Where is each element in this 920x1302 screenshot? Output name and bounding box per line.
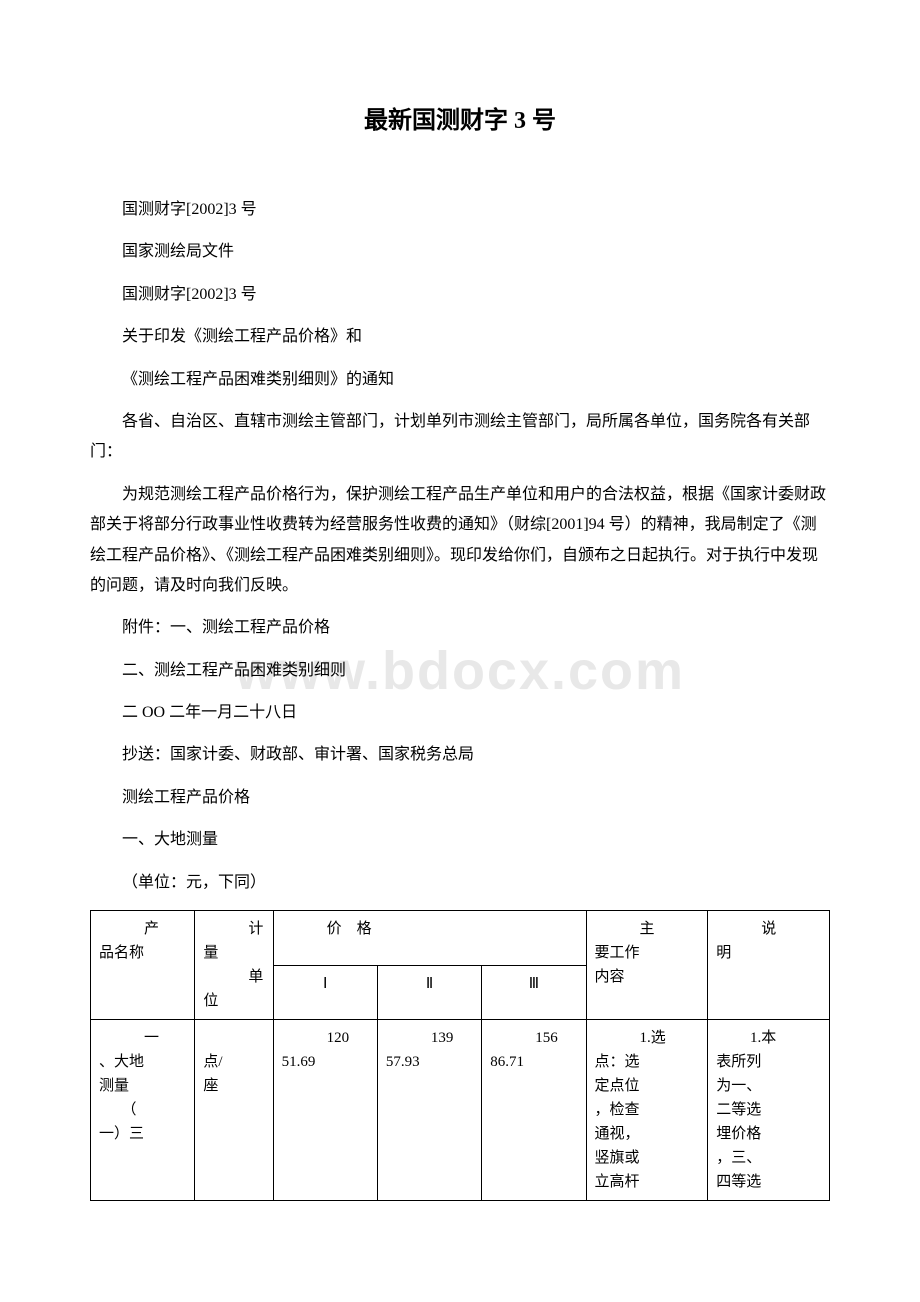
th-product-name: 产 品名称 bbox=[91, 911, 195, 1020]
para-recipients: 各省、自治区、直辖市测绘主管部门，计划单列市测绘主管部门，局所属各单位，国务院各… bbox=[90, 407, 830, 468]
cell-work: 1.选 点：选 定点位 ，检查 通视， 竖旗或 立高杆 bbox=[586, 1020, 708, 1201]
th-price-1: Ⅰ bbox=[273, 965, 377, 1020]
th-note: 说 明 bbox=[708, 911, 830, 1020]
th-name-text2: 品名称 bbox=[99, 945, 144, 961]
para-ref2: 国测财字[2002]3 号 bbox=[90, 280, 830, 310]
cell-p1: 120 51.69 bbox=[273, 1020, 377, 1201]
para-subject1: 关于印发《测绘工程产品价格》和 bbox=[90, 322, 830, 352]
th-work-t2: 要工作 bbox=[595, 945, 640, 961]
th-price-3: Ⅲ bbox=[482, 965, 586, 1020]
price-table: 产 品名称 计 量 单 位 价 格 主 要工作 内容 说 明 Ⅰ bbox=[90, 910, 830, 1201]
th-work: 主 要工作 内容 bbox=[586, 911, 708, 1020]
th-unit-t3: 单 bbox=[203, 969, 263, 985]
th-note-t1: 说 bbox=[716, 921, 776, 937]
para-cc: 抄送：国家计委、财政部、审计署、国家税务总局 bbox=[90, 740, 830, 770]
para-date: 二 OO 二年一月二十八日 bbox=[90, 698, 830, 728]
th-price: 价 格 bbox=[273, 911, 586, 966]
cell-p3: 156 86.71 bbox=[482, 1020, 586, 1201]
th-price-2: Ⅱ bbox=[377, 965, 481, 1020]
para-section1: 一、大地测量 bbox=[90, 825, 830, 855]
th-unit: 计 量 单 位 bbox=[195, 911, 273, 1020]
th-name-text1: 产 bbox=[99, 921, 159, 937]
para-ref1: 国测财字[2002]3 号 bbox=[90, 195, 830, 225]
th-unit-t4: 位 bbox=[203, 993, 218, 1009]
th-unit-t2: 量 bbox=[203, 945, 218, 961]
para-issuer: 国家测绘局文件 bbox=[90, 237, 830, 267]
page-title: 最新国测财字 3 号 bbox=[90, 100, 830, 135]
th-work-t1: 主 bbox=[595, 921, 655, 937]
para-unit-note: （单位：元，下同） bbox=[90, 868, 830, 898]
para-subject2: 《测绘工程产品困难类别细则》的通知 bbox=[90, 365, 830, 395]
cell-note: 1.本 表所列 为一、 二等选 埋价格 ，三、 四等选 bbox=[708, 1020, 830, 1201]
table-header-row1: 产 品名称 计 量 单 位 价 格 主 要工作 内容 说 明 bbox=[91, 911, 830, 966]
para-attach1: 附件：一、测绘工程产品价格 bbox=[90, 613, 830, 643]
para-attach2: 二、测绘工程产品困难类别细则 bbox=[90, 656, 830, 686]
th-work-t3: 内容 bbox=[595, 969, 625, 985]
para-body: 为规范测绘工程产品价格行为，保护测绘工程产品生产单位和用户的合法权益，根据《国家… bbox=[90, 480, 830, 602]
th-note-t2: 明 bbox=[716, 945, 731, 961]
document-body: 最新国测财字 3 号 国测财字[2002]3 号 国家测绘局文件 国测财字[20… bbox=[90, 100, 830, 1201]
cell-p2: 139 57.93 bbox=[377, 1020, 481, 1201]
cell-name: 一 、大地 测量 （ 一）三 bbox=[91, 1020, 195, 1201]
table-row: 一 、大地 测量 （ 一）三 点/ 座 120 51.69 139 57.93 … bbox=[91, 1020, 830, 1201]
cell-unit: 点/ 座 bbox=[195, 1020, 273, 1201]
th-unit-t1: 计 bbox=[203, 921, 263, 937]
para-section-title: 测绘工程产品价格 bbox=[90, 783, 830, 813]
